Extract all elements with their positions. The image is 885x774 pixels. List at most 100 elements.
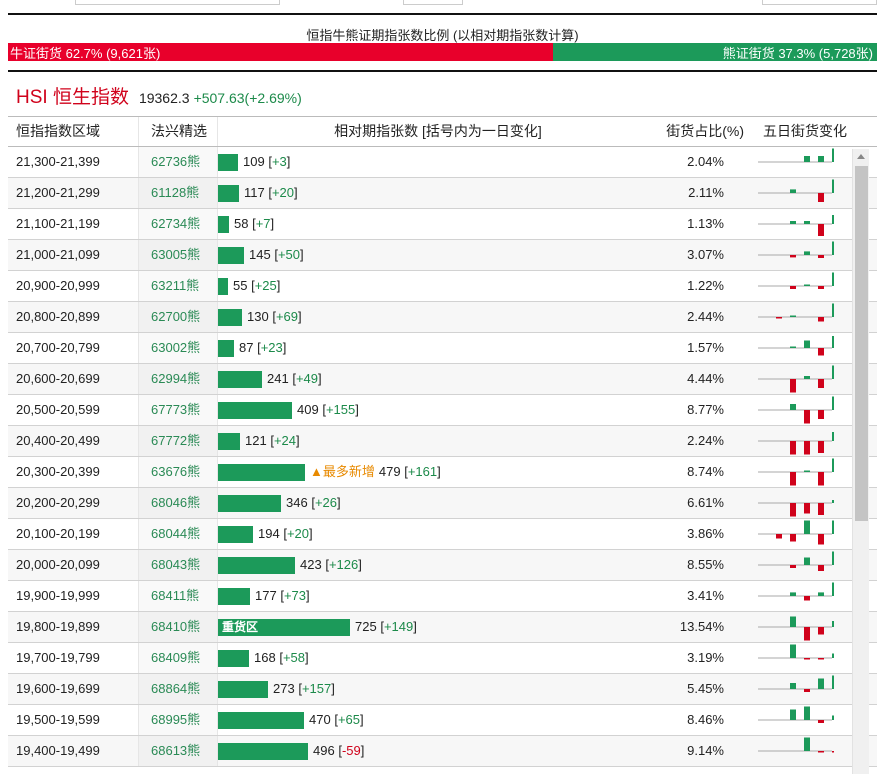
mini-chart-bar [832,582,834,596]
contracts-bar [218,246,244,264]
contracts-bar [218,432,240,450]
mini-chart-bar [818,627,824,635]
contracts-bar [218,184,239,202]
contracts-count: 470 [309,712,331,727]
row-five-day-chart [754,333,860,363]
row-warrant-code[interactable]: 68044熊 [138,519,218,549]
row-range: 20,900-20,999 [16,278,100,293]
row-range: 20,000-20,099 [16,557,100,572]
row-range: 19,900-19,999 [16,588,100,603]
row-share: 6.61% [687,495,724,510]
mini-chart-bar [818,156,824,162]
five-day-mini-chart [758,215,834,236]
divider-top [8,13,877,15]
contracts-count: 117 [244,185,265,200]
row-warrant-code[interactable]: 63005熊 [138,240,218,270]
row-warrant-code[interactable]: 68411熊 [138,581,218,611]
divider-middle [8,70,877,72]
five-day-mini-chart [758,644,834,660]
five-day-mini-chart [758,458,834,486]
mini-chart-bar [832,621,834,627]
row-warrant-code[interactable]: 68046熊 [138,488,218,518]
bear-ratio-segment: 熊证街货 37.3% (5,728张) [552,43,877,61]
five-day-mini-chart [758,179,834,202]
five-day-mini-chart [758,616,834,641]
contracts-bar [218,649,249,667]
contracts-change: +65 [337,712,360,727]
row-share: 2.11% [688,185,724,200]
mini-chart-bar [790,565,796,568]
row-contracts: 55 [+25] [218,271,658,301]
row-contracts: 121 [+24] [218,426,658,456]
table-scrollbar[interactable] [852,149,869,774]
table-row: 20,200-20,299 68046熊 346 [+26] 6.61% [8,488,877,519]
row-share: 1.13% [687,216,724,231]
row-warrant-code[interactable]: 61128熊 [138,178,218,208]
row-warrant-code[interactable]: 68043熊 [138,550,218,580]
row-range: 20,800-20,899 [16,309,100,324]
mini-chart-bar [818,678,824,689]
row-share: 3.86% [687,526,724,541]
mini-chart-bar [818,720,824,723]
row-range: 21,100-21,199 [16,216,100,231]
row-range: 21,200-21,299 [16,185,100,200]
contracts-values: 470 [+65] [309,712,364,727]
row-contracts: 346 [+26] [218,488,658,518]
mini-chart-bar [832,551,834,565]
table-row: 19,700-19,799 68409熊 168 [+58] 3.19% [8,643,877,674]
row-share: 8.77% [687,402,724,417]
row-five-day-chart [754,488,860,518]
row-five-day-chart [754,519,860,549]
contracts-values: 109 [+3] [243,154,291,169]
row-five-day-chart [754,612,860,642]
scroll-up-icon[interactable] [857,154,865,159]
contracts-change: -59 [341,743,361,758]
mini-chart-bar [790,404,796,410]
top-select-left[interactable] [75,0,280,5]
contracts-values: 496 [-59] [313,743,365,758]
row-share: 4.44% [687,371,724,386]
contracts-bar: 重货区 [218,618,350,636]
row-warrant-code[interactable]: 62736熊 [138,147,218,177]
row-warrant-code[interactable]: 62700熊 [138,302,218,332]
row-warrant-code[interactable]: 62994熊 [138,364,218,394]
scrollbar-thumb[interactable] [855,166,868,521]
row-share: 1.22% [687,278,724,293]
row-warrant-code[interactable]: 68995熊 [138,705,218,735]
contracts-count: 409 [297,402,319,417]
row-warrant-code[interactable]: 67773熊 [138,395,218,425]
row-warrant-code[interactable]: 68409熊 [138,643,218,673]
mini-chart-bar [818,255,824,258]
row-warrant-code[interactable]: 63676熊 [138,457,218,487]
hsi-name[interactable]: HSI 恒生指数 [16,87,129,108]
table-row: 19,600-19,699 68864熊 273 [+157] 5.45% [8,674,877,705]
row-warrant-code[interactable]: 63002熊 [138,333,218,363]
bull-ratio-segment: 牛证街货 62.7% (9,621张) [8,43,553,61]
row-share: 8.46% [687,712,724,727]
mini-chart-bar [818,441,824,453]
row-five-day-chart [754,209,860,239]
row-warrant-code[interactable]: 67772熊 [138,426,218,456]
mini-chart-bar [804,520,810,534]
row-warrant-code[interactable]: 68864熊 [138,674,218,704]
mini-chart-bar [832,241,834,255]
contracts-values: 130 [+69] [247,309,302,324]
top-select-middle[interactable] [403,0,463,5]
mini-chart-bar [818,317,824,322]
mini-chart-bar [832,751,834,753]
contracts-change: +73 [283,588,306,603]
row-range: 20,200-20,299 [16,495,100,510]
ratio-title: 恒指牛熊证期指张数比例 (以相对期指张数计算) [306,28,579,43]
row-warrant-code[interactable]: 63211熊 [138,271,218,301]
mini-chart-bar [832,500,834,503]
row-share: 2.44% [687,309,724,324]
top-select-right[interactable] [762,0,877,5]
contracts-count: 168 [254,650,276,665]
row-warrant-code[interactable]: 62734熊 [138,209,218,239]
mini-chart-bar [832,215,834,224]
row-warrant-code[interactable]: 68410熊 [138,612,218,642]
row-range: 19,500-19,599 [16,712,100,727]
five-day-mini-chart [758,706,834,723]
row-warrant-code[interactable]: 68613熊 [138,736,218,766]
five-day-mini-chart [758,336,834,356]
